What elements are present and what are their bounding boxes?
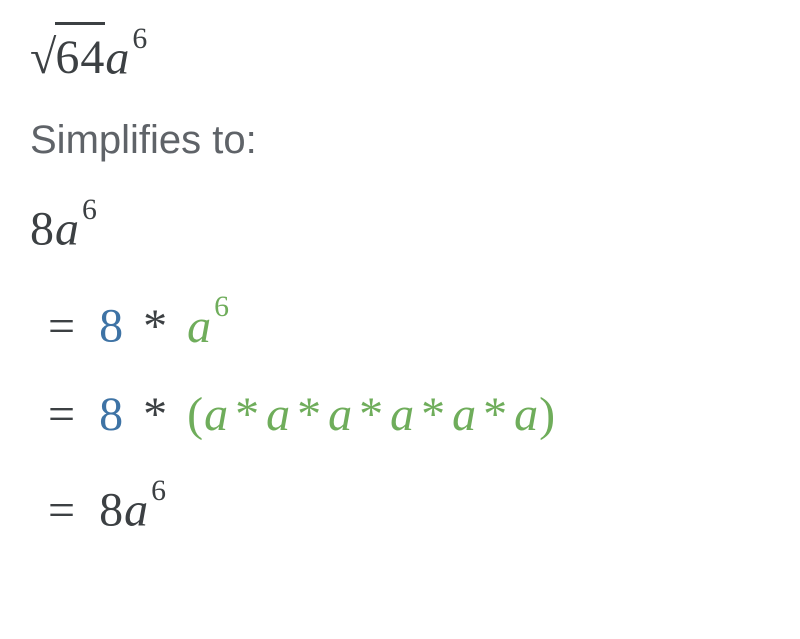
equals-sign: = <box>48 388 76 441</box>
step1-term: a6 <box>187 300 230 353</box>
star-op: * <box>359 388 384 441</box>
simplifies-label: Simplifies to: <box>30 118 770 163</box>
equals-sign: = <box>48 300 76 353</box>
star-op: * <box>143 300 168 353</box>
outside-variable: a <box>105 31 130 84</box>
step1-exp: 6 <box>214 290 230 323</box>
result-expression: 8a6 <box>30 191 770 261</box>
step-3: = 8a6 <box>48 472 770 542</box>
open-paren: ( <box>187 388 204 441</box>
a6: a <box>514 388 539 441</box>
original-expression: √64 a6 <box>30 20 770 90</box>
star-op: * <box>235 388 260 441</box>
step3-var: a <box>124 484 149 537</box>
step1-var: a <box>187 300 212 353</box>
sqrt-expression: √64 <box>30 22 105 89</box>
a4: a <box>390 388 415 441</box>
star-op: * <box>297 388 322 441</box>
step2-coeff: 8 <box>99 388 124 441</box>
equals-sign: = <box>48 484 76 537</box>
result-var: a <box>55 202 80 255</box>
star-op: * <box>143 388 168 441</box>
radical-sign: √ <box>30 31 57 84</box>
result-coeff: 8 <box>30 202 55 255</box>
radicand: 64 <box>55 31 105 84</box>
step3-exp: 6 <box>151 474 167 507</box>
step3-coeff: 8 <box>99 484 124 537</box>
a3: a <box>328 388 353 441</box>
step-1: = 8 * a6 <box>48 288 770 358</box>
a2: a <box>266 388 291 441</box>
star-op: * <box>483 388 508 441</box>
outside-exponent: 6 <box>132 22 148 55</box>
step1-coeff: 8 <box>99 300 124 353</box>
step2-expansion: (a*a*a*a*a*a) <box>187 388 556 441</box>
step-2: = 8 * (a*a*a*a*a*a) <box>48 384 770 446</box>
a5: a <box>452 388 477 441</box>
star-op: * <box>421 388 446 441</box>
a1: a <box>204 388 229 441</box>
close-paren: ) <box>539 388 556 441</box>
result-exp: 6 <box>82 193 98 226</box>
